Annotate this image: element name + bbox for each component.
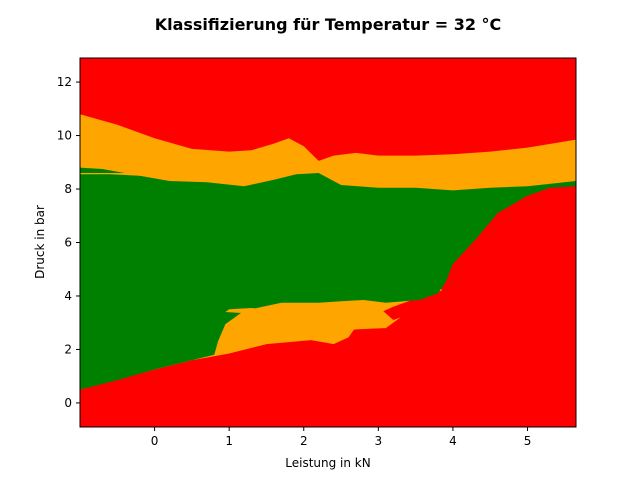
- x-tick-label: 2: [300, 434, 308, 448]
- x-tick-label: 3: [375, 434, 383, 448]
- x-axis-label: Leistung in kN: [285, 456, 370, 470]
- x-tick-label: 4: [449, 434, 457, 448]
- region-green-2: [80, 167, 576, 390]
- y-tick-label: 12: [57, 75, 72, 89]
- y-tick-label: 10: [57, 129, 72, 143]
- y-tick-label: 8: [64, 182, 72, 196]
- region-orange-3: [225, 308, 282, 316]
- y-axis-label: Druck in bar: [33, 205, 47, 279]
- region-orange-4: [273, 301, 401, 334]
- y-tick-label: 6: [64, 236, 72, 250]
- y-tick-label: 0: [64, 396, 72, 410]
- x-tick-label: 5: [524, 434, 532, 448]
- region-orange-5: [80, 173, 170, 177]
- x-tick-label: 1: [225, 434, 233, 448]
- heatmap-plot-area: [79, 57, 577, 428]
- y-tick-label: 4: [64, 289, 72, 303]
- y-tick-label: 2: [64, 342, 72, 356]
- y-axis: 0 2 4 6 8 10 12: [57, 75, 80, 410]
- x-tick-label: 0: [151, 434, 159, 448]
- x-axis: 0 1 2 3 4 5: [151, 427, 532, 448]
- chart-title: Klassifizierung für Temperatur = 32 °C: [155, 15, 502, 34]
